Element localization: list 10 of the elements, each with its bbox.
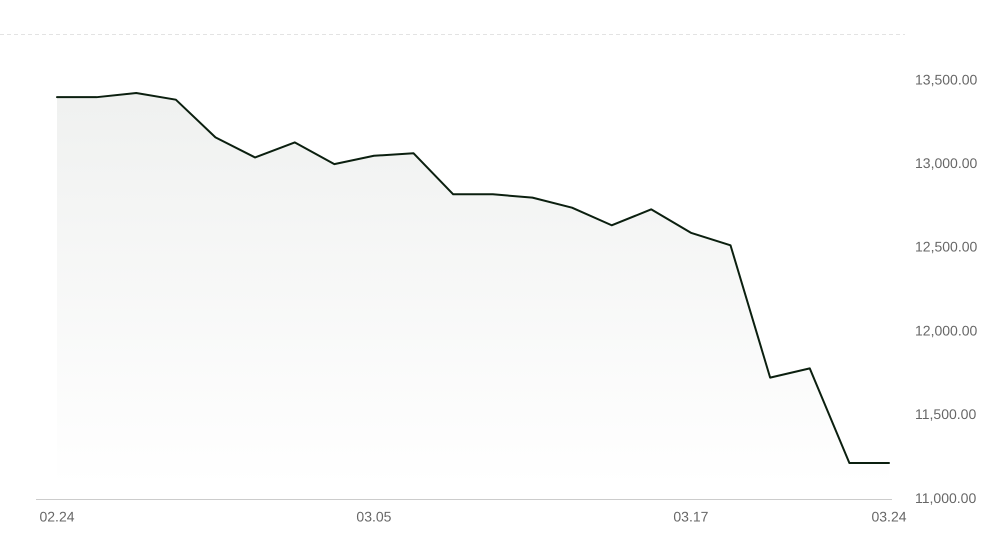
y-tick-label: 13,500.00: [915, 71, 978, 88]
x-tick-label: 03.24: [871, 508, 907, 524]
y-tick-label: 11,500.00: [915, 406, 976, 422]
y-tick-label: 13,000.00: [915, 155, 978, 172]
x-tick-label: 02.24: [39, 508, 75, 524]
x-tick-label: 03.17: [673, 508, 709, 524]
y-tick-label: 12,000.00: [915, 322, 978, 338]
y-tick-label: 11,000.00: [915, 490, 976, 506]
x-tick-label: 03.05: [356, 508, 392, 524]
y-tick-label: 12,500.00: [915, 238, 978, 255]
